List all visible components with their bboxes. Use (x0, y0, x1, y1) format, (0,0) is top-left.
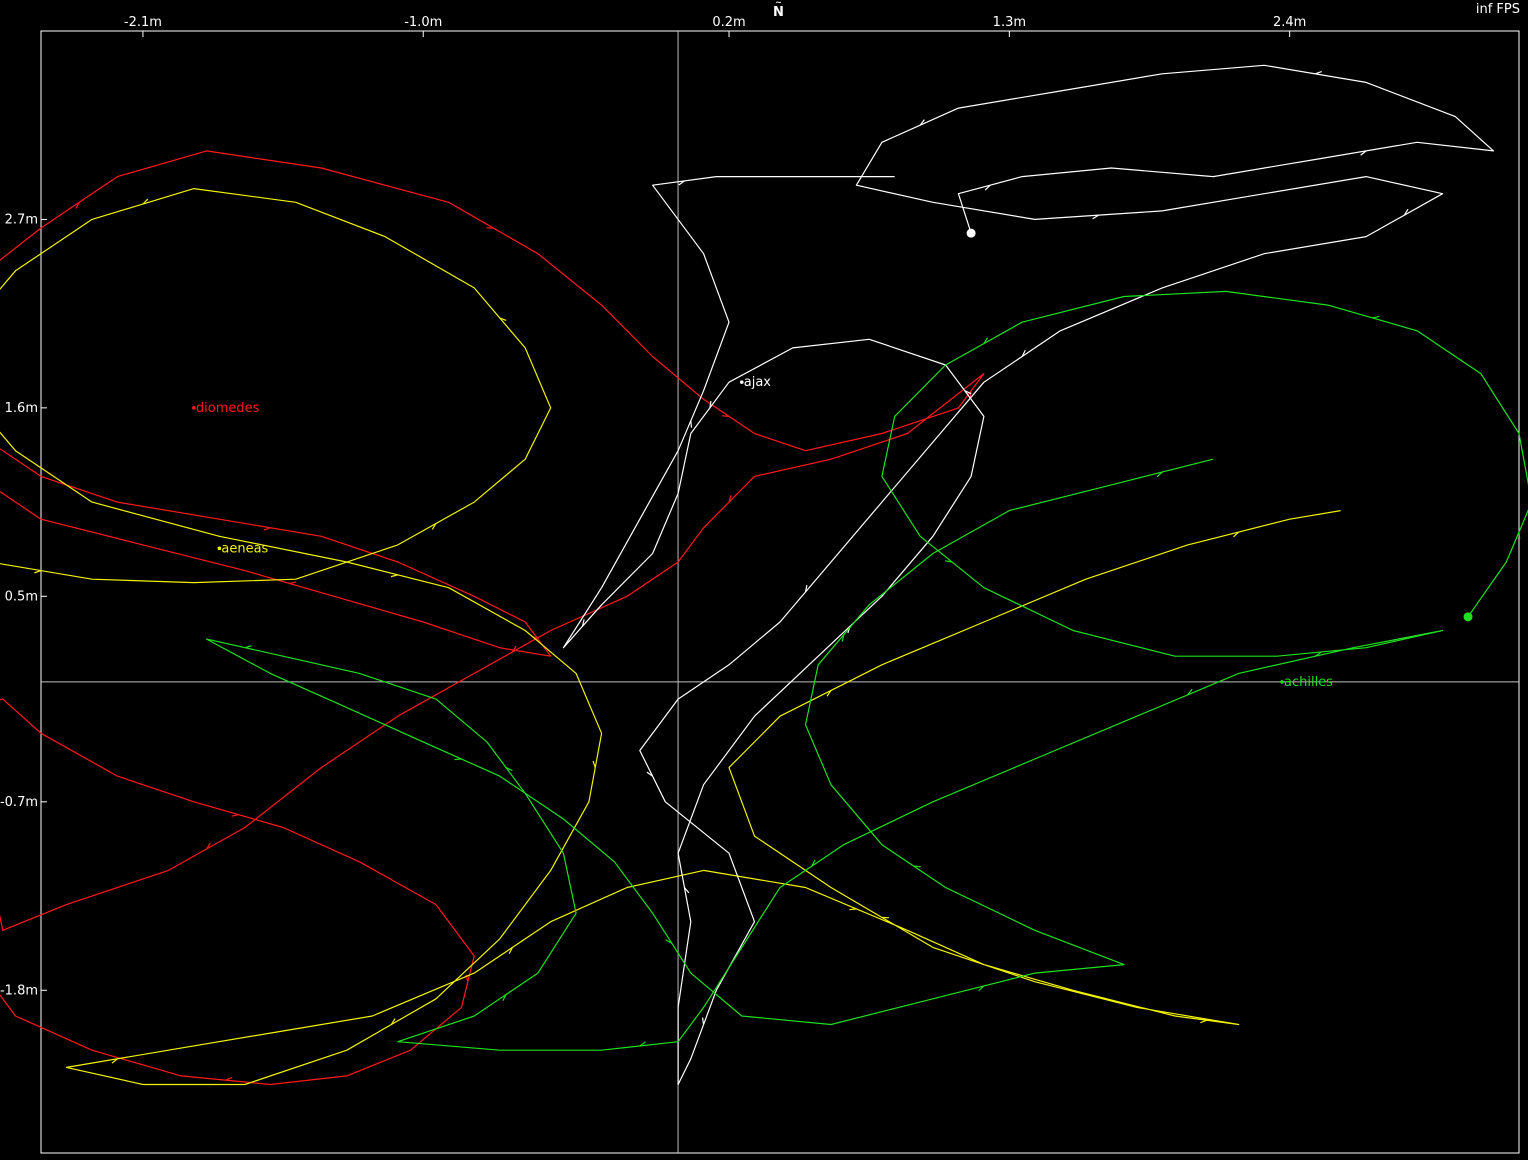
x-tick-label: 0.2m (712, 15, 745, 30)
series-label-diomedes: diomedes (196, 401, 260, 416)
plot-frame (41, 31, 1519, 1153)
direction-tick (264, 528, 271, 530)
trajectory-ajax (563, 65, 1493, 1084)
direction-tick (245, 646, 252, 648)
direction-tick (691, 421, 692, 428)
north-label: N (773, 5, 784, 20)
current-position-achilles[interactable] (1464, 612, 1473, 621)
x-axis-ticks: -2.1m -1.0m 0.2m 1.3m 2.4m (124, 15, 1306, 37)
direction-tick (34, 571, 41, 573)
direction-tick (914, 866, 921, 867)
series-layer: diomedes aeneas ajax achilles (0, 65, 1528, 1084)
series-aeneas: aeneas (0, 189, 1341, 1085)
direction-tick (391, 575, 398, 577)
series-label-ajax: ajax (744, 375, 772, 390)
y-tick-label: -1.8m (0, 983, 38, 998)
north-indicator: ~ N (773, 0, 784, 19)
direction-tick (849, 909, 856, 910)
direction-tick (703, 1018, 704, 1025)
current-position-ajax[interactable] (967, 229, 976, 238)
direction-tick (232, 815, 239, 817)
x-tick-label: 1.3m (993, 15, 1026, 30)
direction-tick (1372, 316, 1379, 318)
y-tick-label: 1.6m (5, 401, 38, 416)
direction-tick (454, 759, 461, 760)
y-tick-label: 0.5m (5, 589, 38, 604)
direction-tick (1315, 72, 1322, 74)
y-axis-ticks: 2.7m 1.6m 0.5m -0.7m -1.8m (0, 212, 47, 998)
series-label-aeneas: aeneas (221, 541, 268, 556)
series-achilles: achilles (207, 291, 1528, 1050)
trajectory-achilles (207, 291, 1528, 1050)
x-tick-label: -2.1m (124, 15, 162, 30)
y-tick-label: -0.7m (0, 795, 38, 810)
direction-tick (722, 416, 729, 417)
direction-tick (1519, 532, 1520, 539)
x-tick-label: 2.4m (1273, 15, 1306, 30)
trajectory-diomedes (0, 151, 984, 1085)
direction-tick (226, 1077, 232, 1080)
fps-counter: inf FPS (1476, 2, 1520, 17)
series-label-achilles: achilles (1284, 675, 1333, 690)
series-diomedes: diomedes (0, 151, 984, 1085)
trajectory-aeneas (0, 189, 1341, 1085)
direction-tick (289, 582, 296, 584)
y-tick-label: 2.7m (5, 212, 38, 227)
crosshair (41, 31, 1519, 1153)
x-tick-label: -1.0m (404, 15, 442, 30)
series-ajax: ajax (563, 65, 1493, 1084)
direction-tick (593, 761, 595, 768)
direction-tick (1200, 1020, 1207, 1023)
